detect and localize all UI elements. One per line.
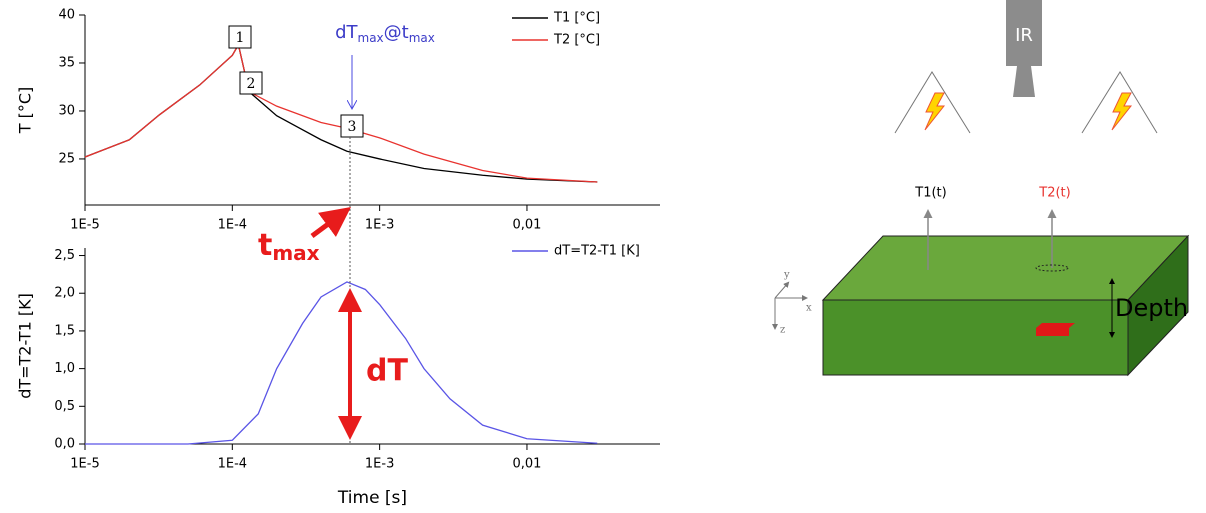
lamp <box>1081 71 1158 134</box>
annotation: 3 <box>348 119 357 135</box>
axis-line <box>84 248 660 445</box>
y-tick-label: 0,0 <box>54 437 75 452</box>
data-line <box>84 42 598 183</box>
y-tick-label: 35 <box>58 55 75 70</box>
tmax-arrow <box>310 207 352 239</box>
x-tick-label: 1E-4 <box>218 457 247 472</box>
x-tick-label: 0,01 <box>512 218 541 233</box>
x-tick-label: 1E-4 <box>218 218 247 233</box>
legend-label: T2 [°C] <box>553 33 600 48</box>
axis-label: y <box>783 270 790 281</box>
peak-label: dTmax@tmax <box>335 22 435 45</box>
axis-label: z <box>780 325 785 336</box>
annotation: 2 <box>247 76 256 92</box>
camera-body <box>1006 0 1042 66</box>
peak-label-part: @t <box>384 22 409 43</box>
peak-label-part: dT <box>335 22 358 43</box>
flash-icon <box>924 92 946 131</box>
x-tick-label: 1E-3 <box>365 457 394 472</box>
camera-lens <box>1013 66 1035 97</box>
annotation-box <box>340 114 364 138</box>
tmax-label-part: max <box>272 241 319 265</box>
y-tick-label: 2,0 <box>54 286 75 301</box>
axis-arrow <box>774 281 790 299</box>
data-line <box>85 281 598 445</box>
depth-label: Depth <box>1115 294 1188 322</box>
y-tick-label: 40 <box>58 8 75 23</box>
camera-label: IR <box>1015 25 1033 46</box>
peak-label-part: max <box>409 31 435 45</box>
probe-spot <box>1035 264 1069 272</box>
y-tick-label: 30 <box>58 103 75 118</box>
annotation-box <box>239 71 263 95</box>
flash-icon <box>1111 92 1133 131</box>
x-tick-label: 1E-5 <box>70 457 99 472</box>
y-axis-title: dT=T2-T1 [K] <box>16 293 35 399</box>
x-tick-label: 1E-5 <box>70 218 99 233</box>
x-axis-title: Time [s] <box>337 488 407 508</box>
block-side <box>1127 234 1189 377</box>
y-tick-label: 25 <box>58 151 75 166</box>
block-top <box>821 235 1190 301</box>
dt-label: dT <box>366 354 408 389</box>
defect <box>1036 323 1075 336</box>
lamp <box>894 71 971 134</box>
diagram: IR T1(t) T2(t) Depth y x z <box>772 0 1190 377</box>
x-tick-label: 1E-3 <box>365 218 394 233</box>
annotation: 1 <box>236 30 245 46</box>
legend-label: dT=T2-T1 [K] <box>554 244 640 259</box>
y-axis-title: T [°C] <box>16 87 35 135</box>
tmax-label-part: t <box>258 228 272 263</box>
y-tick-label: 1,5 <box>54 323 75 338</box>
legend-label: T1 [°C] <box>553 11 600 26</box>
probe-label: T1(t) <box>914 186 946 201</box>
axis-label: x <box>806 303 812 314</box>
annotation-box <box>228 25 252 49</box>
y-tick-label: 2,5 <box>54 248 75 263</box>
probe-label: T2(t) <box>1038 186 1070 201</box>
block-front <box>822 299 1129 376</box>
y-tick-label: 0,5 <box>54 399 75 414</box>
x-tick-label: 0,01 <box>512 457 541 472</box>
y-tick-label: 1,0 <box>54 361 75 376</box>
peak-label-part: max <box>358 31 384 45</box>
tmax-label: tmax <box>258 228 320 265</box>
